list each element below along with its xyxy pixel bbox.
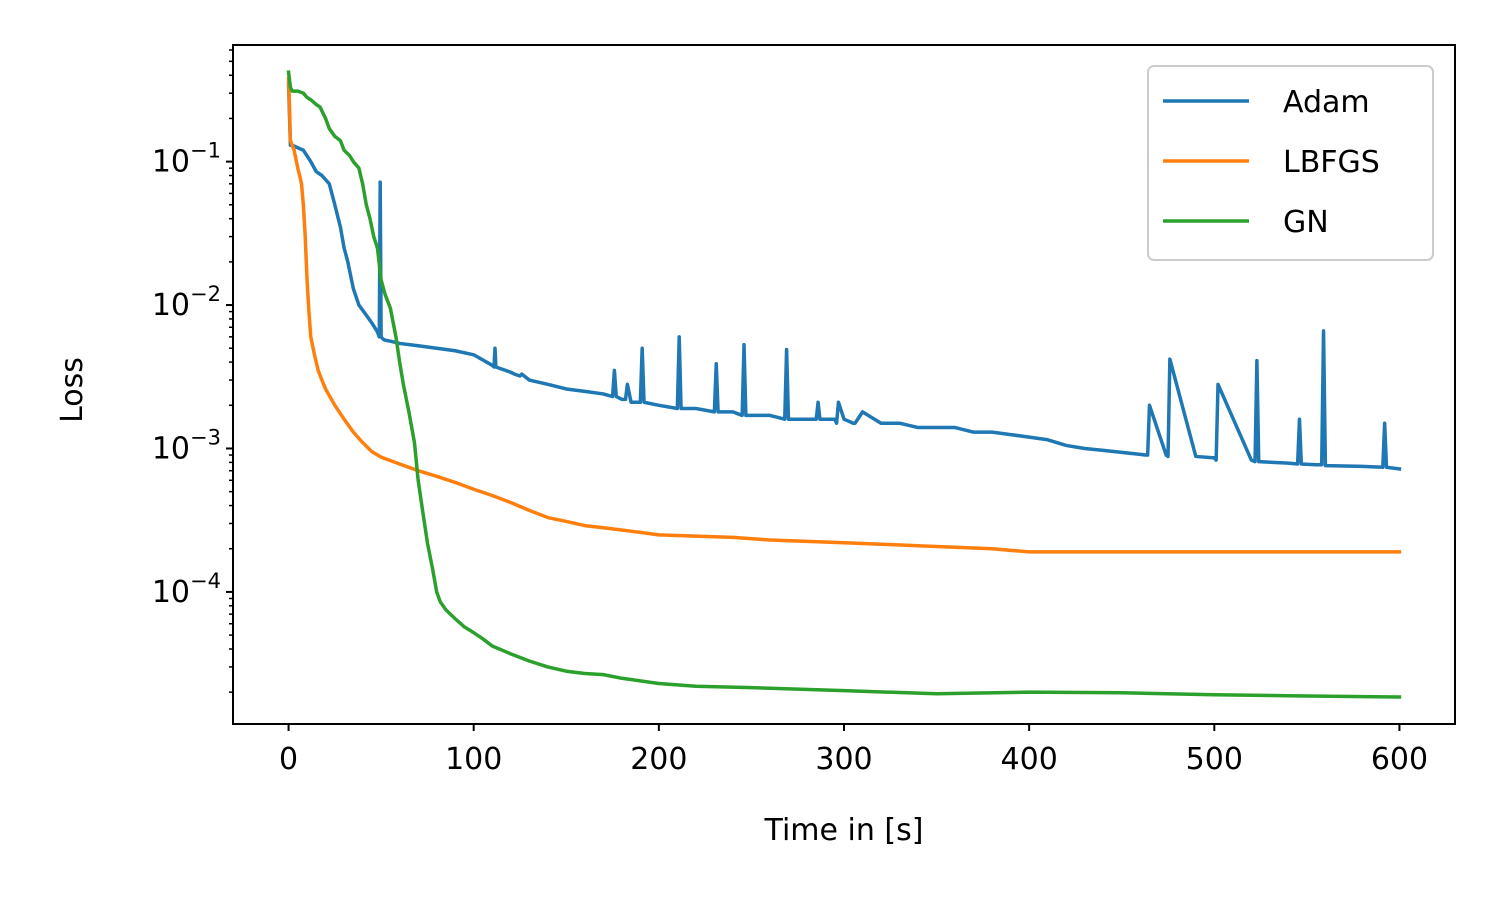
x-tick-label: 400 (1001, 742, 1058, 777)
series-line-adam (286, 81, 1402, 471)
x-tick-label: 500 (1186, 742, 1243, 777)
x-axis-ticks: 0 100 200 300 400 500 600 (279, 724, 1428, 777)
x-tick-label: 0 (279, 742, 298, 777)
legend-box (1147, 65, 1434, 261)
y-axis-ticks: 10−1 10−2 10−3 10−4 (152, 49, 233, 693)
plot-lines (286, 70, 1402, 699)
y-axis-label: Loss (55, 357, 90, 423)
series-line-lbfgs (286, 76, 1402, 554)
x-tick-label: 300 (815, 742, 872, 777)
y-tick-label: 10−2 (152, 282, 221, 323)
y-tick-label: 10−3 (152, 425, 221, 466)
legend: Adam LBFGS GN (1147, 65, 1434, 261)
x-tick-label: 600 (1371, 742, 1428, 777)
y-tick-label: 10−1 (152, 139, 221, 180)
legend-label-adam: Adam (1283, 85, 1370, 120)
legend-label-lbfgs: LBFGS (1283, 145, 1380, 180)
x-tick-label: 200 (630, 742, 687, 777)
y-tick-label: 10−4 (152, 569, 221, 610)
x-axis-label: Time in [s] (764, 813, 924, 848)
series-line-gn (286, 70, 1402, 699)
x-tick-label: 100 (445, 742, 502, 777)
legend-label-gn: GN (1283, 205, 1329, 240)
